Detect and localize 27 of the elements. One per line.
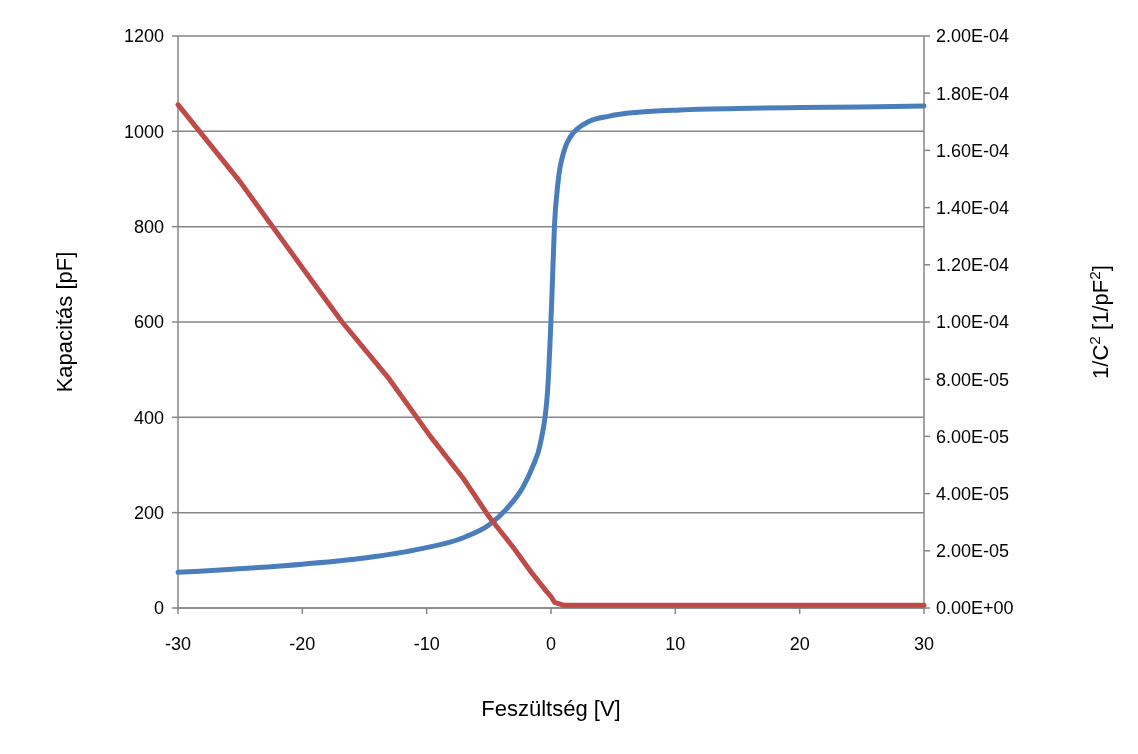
x-tick-label: 0 (545, 634, 557, 654)
y2-tick-label: 4.00E-05 (936, 483, 1010, 504)
y2-tick-label: 8.00E-05 (936, 369, 1010, 390)
x-tick-label: 30 (913, 634, 935, 654)
x-tick-label: -30 (164, 634, 192, 654)
y2-tick-label: 2.00E-05 (936, 541, 1010, 562)
y-tick-label: 600 (133, 312, 164, 333)
y2-tick-label: 1.60E-04 (936, 140, 1010, 161)
y2-tick-label: 1.80E-04 (936, 83, 1010, 104)
y2-tick-label: 1.00E-04 (936, 312, 1010, 333)
y2-tick-label: 0.00E+00 (936, 598, 1014, 619)
x-tick-label: 10 (665, 634, 686, 654)
y-tick-label: 800 (133, 216, 164, 237)
y-tick-label: 200 (133, 502, 164, 523)
y-tick-label: 1200 (123, 26, 164, 47)
y2-tick-label: 1.40E-04 (936, 197, 1010, 218)
x-axis-title: Feszültség [V] (481, 696, 621, 721)
y-tick-label: 1000 (123, 121, 164, 142)
y2-tick-label: 6.00E-05 (936, 426, 1010, 447)
y-axis-title: Kapacitás [pF] (52, 251, 77, 393)
y2-tick-label: 2.00E-04 (936, 26, 1010, 47)
x-tick-label: -10 (413, 634, 440, 654)
x-tick-label: 20 (789, 634, 810, 654)
y-tick-label: 400 (133, 407, 164, 428)
y2-tick-label: 1.20E-04 (936, 255, 1010, 276)
y-tick-label: 0 (153, 598, 164, 619)
x-tick-label: -20 (289, 634, 316, 654)
